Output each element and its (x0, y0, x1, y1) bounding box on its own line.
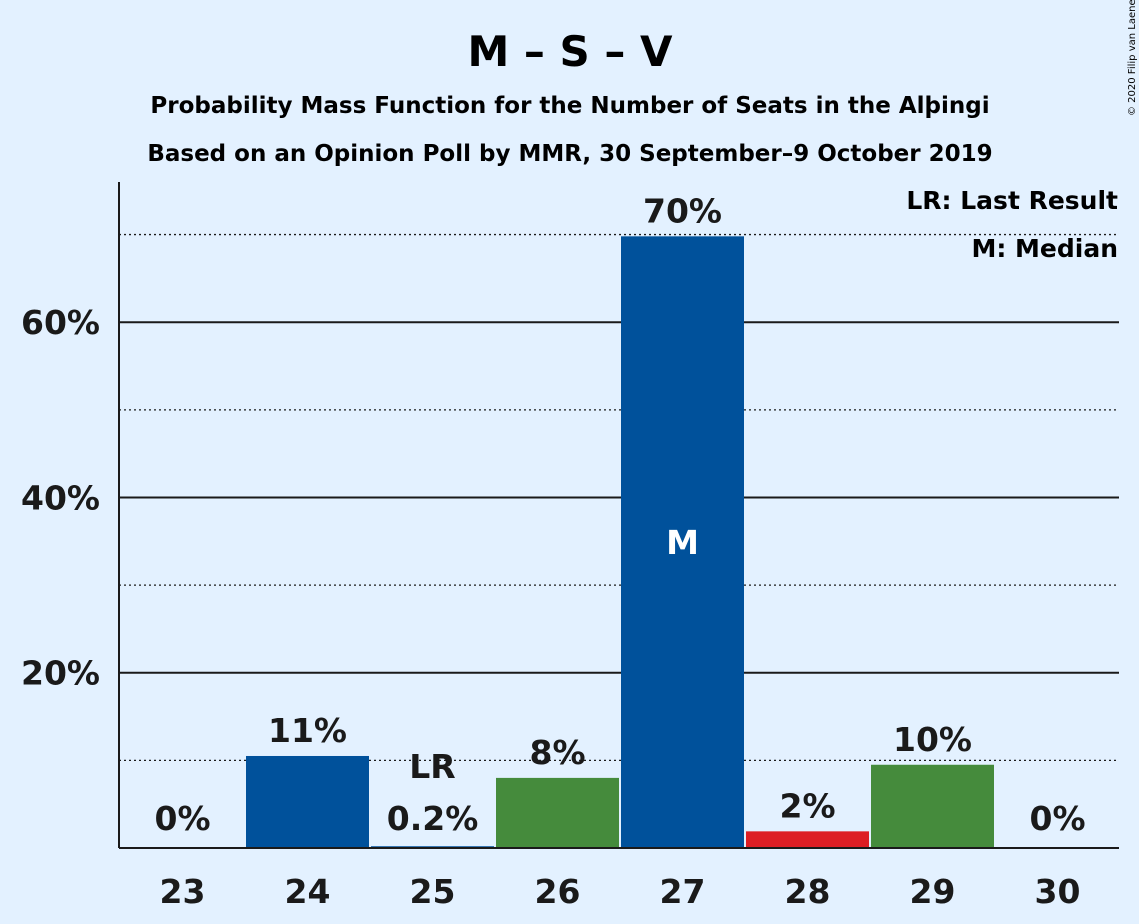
x-tick-label-23: 23 (160, 872, 206, 911)
x-tick-label-25: 25 (410, 872, 456, 911)
data-label-26: 8% (529, 733, 585, 772)
legend-median: M: Median (971, 234, 1118, 263)
copyright-note: © 2020 Filip van Laenen (1127, 0, 1138, 116)
data-label-27: 70% (643, 191, 722, 230)
y-tick-label-40: 40% (21, 478, 100, 517)
chart-subtitle-1: Probability Mass Function for the Number… (150, 93, 989, 119)
bars (246, 236, 994, 849)
tick-labels: 20% 40% 60% 23 24 25 26 27 28 29 30 (21, 303, 1080, 911)
legend-last-result: LR: Last Result (906, 186, 1118, 215)
x-tick-label-28: 28 (785, 872, 831, 911)
data-label-23: 0% (154, 799, 210, 838)
x-tick-label-30: 30 (1035, 872, 1081, 911)
chart-subtitle-2: Based on an Opinion Poll by MMR, 30 Sept… (147, 141, 992, 167)
bar-24 (246, 755, 369, 848)
chart-title: M – S – V (467, 27, 673, 76)
x-tick-label-24: 24 (285, 872, 331, 911)
y-tick-label-60: 60% (21, 303, 100, 342)
data-label-28: 2% (779, 786, 835, 825)
bar-26 (496, 777, 619, 848)
bar-28 (746, 831, 869, 848)
y-tick-label-20: 20% (21, 654, 100, 693)
last-result-marker: LR (409, 747, 455, 786)
x-tick-label-27: 27 (660, 872, 706, 911)
bar-29 (871, 764, 994, 848)
data-label-24: 11% (268, 711, 347, 750)
median-marker: M (666, 523, 699, 562)
x-tick-label-29: 29 (910, 872, 956, 911)
data-label-29: 10% (893, 720, 972, 759)
x-tick-label-26: 26 (535, 872, 581, 911)
data-label-25: 0.2% (387, 799, 479, 838)
data-label-30: 0% (1029, 799, 1085, 838)
data-labels: 0% 11% 0.2% LR 8% 70% M 2% 10% 0% (154, 191, 1085, 838)
grid-lines (119, 233, 1119, 762)
bar-27 (621, 236, 744, 849)
axes (118, 182, 1119, 849)
